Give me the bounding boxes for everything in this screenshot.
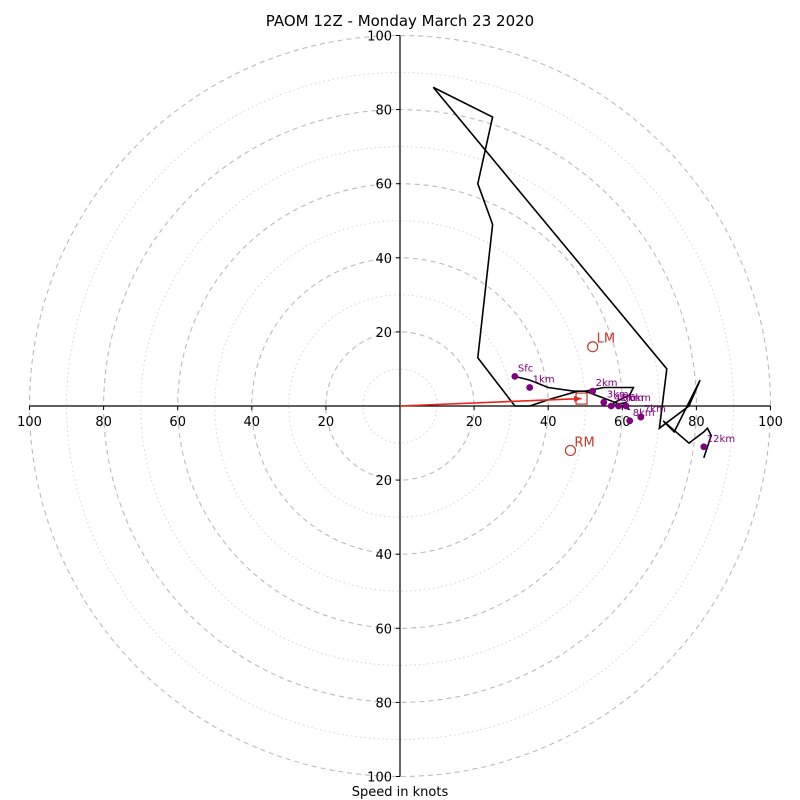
x-tick-label: 80 xyxy=(688,415,705,430)
x-tick-label: 60 xyxy=(169,415,186,430)
mean-wind-marker xyxy=(575,392,588,405)
height-label: 12km xyxy=(707,434,735,445)
height-label: 1km xyxy=(533,374,555,385)
storm-motion-marker xyxy=(587,341,599,353)
y-tick-label: 80 xyxy=(375,104,392,119)
height-label: 2km xyxy=(596,378,618,389)
x-tick-label: 20 xyxy=(466,415,483,430)
height-point xyxy=(626,417,634,425)
height-point xyxy=(526,384,534,391)
height-point xyxy=(622,402,630,410)
storm-motion-label: RM xyxy=(574,435,594,450)
y-tick-label: 100 xyxy=(367,30,392,45)
x-tick-label: 100 xyxy=(758,415,783,430)
x-tick-label: 80 xyxy=(95,415,112,430)
height-point xyxy=(607,402,615,410)
height-label: 4km xyxy=(614,393,636,404)
hodograph-line xyxy=(432,86,713,459)
y-tick-label: 20 xyxy=(375,326,392,341)
height-point xyxy=(615,402,622,410)
x-tick-label: 40 xyxy=(540,415,557,430)
storm-motion-marker xyxy=(564,444,577,457)
tick-labels: 100 100 80 80 60 60 40 40 20 20 20 20 40 40 60 60 80 80 10… xyxy=(17,30,783,786)
height-label: 6km xyxy=(629,393,651,404)
y-tick-label: 20 xyxy=(375,474,392,489)
height-label: 5km xyxy=(622,393,644,404)
y-tick-label: 60 xyxy=(375,622,392,637)
shear-vector-line xyxy=(399,397,582,407)
height-point xyxy=(600,398,608,406)
storm-motion-label: LM xyxy=(597,332,615,347)
height-point xyxy=(700,443,708,451)
y-tick-label: 100 xyxy=(367,771,392,786)
height-label: Sfc xyxy=(518,363,533,374)
x-axis-label: Speed in knots xyxy=(352,785,449,800)
hodograph-trace xyxy=(432,86,713,459)
chart-title: PAOM 12Z - Monday March 23 2020 xyxy=(266,12,534,30)
y-tick-label: 40 xyxy=(375,252,392,267)
height-point xyxy=(511,372,519,380)
x-tick-label: 20 xyxy=(318,415,335,430)
y-tick-label: 40 xyxy=(375,548,392,563)
shear-vector-arrowhead xyxy=(574,395,582,403)
height-label: 7km xyxy=(644,404,666,415)
x-tick-label: 60 xyxy=(614,415,631,430)
y-tick-label: 80 xyxy=(375,696,392,711)
height-point xyxy=(589,387,597,395)
height-label: 3km xyxy=(607,389,629,400)
y-tick-label: 60 xyxy=(375,178,392,193)
x-tick-label: 100 xyxy=(17,415,42,430)
height-point xyxy=(637,413,645,421)
x-tick-label: 40 xyxy=(244,415,261,430)
height-label: 8km xyxy=(633,408,655,419)
